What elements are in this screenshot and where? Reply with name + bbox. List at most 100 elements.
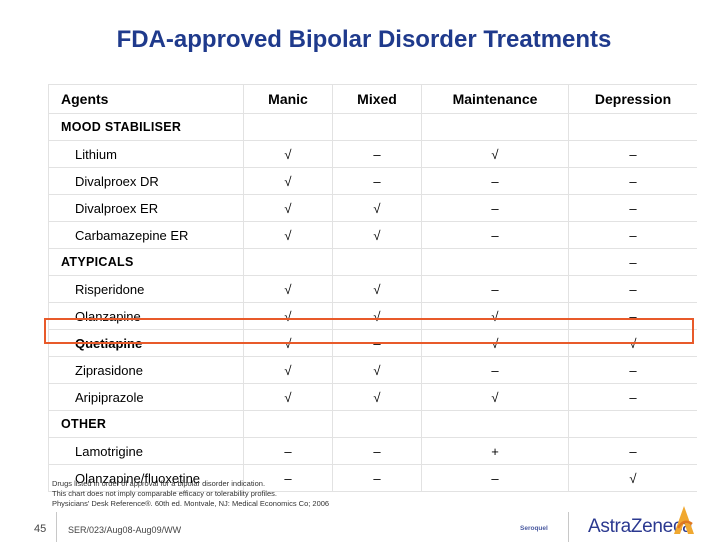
slide-number: 45 (34, 523, 47, 535)
table-header-row: Agents Manic Mixed Maintenance Depressio… (48, 84, 697, 114)
indication-cell: √ (243, 194, 333, 222)
indication-cell (421, 410, 569, 438)
indication-cell: – (421, 275, 569, 303)
indication-cell: √ (332, 194, 422, 222)
row-label-text: Divalproex DR (75, 173, 159, 189)
agent-row: Olanzapine/fluoxetine – – – √ (48, 464, 697, 492)
agent-label: Carbamazepine ER (48, 221, 244, 249)
indication-cell: √ (332, 221, 422, 249)
indication-cell: √ (421, 140, 569, 168)
indication-cell (421, 113, 569, 141)
indication-cell: √ (243, 275, 333, 303)
indication-cell (568, 410, 697, 438)
group-row: MOOD STABILISER (48, 113, 697, 141)
indication-cell: – (332, 140, 422, 168)
astrazeneca-logo: AstraZeneca (588, 516, 693, 537)
row-label-text: Risperidone (75, 281, 145, 297)
row-label-text: Olanzapine/fluoxetine (75, 470, 201, 486)
indication-cell (332, 113, 422, 141)
indication-cell: – (568, 167, 697, 195)
indication-cell: – (421, 221, 569, 249)
indication-cell (568, 113, 697, 141)
indication-cell: √ (332, 356, 422, 384)
agent-row: Lithium √ – √ – (48, 140, 697, 168)
indication-cell: – (243, 437, 333, 465)
indication-cell: – (568, 275, 697, 303)
agent-label: Divalproex DR (48, 167, 244, 195)
indication-cell (243, 248, 333, 276)
indication-cell: – (568, 140, 697, 168)
header-agents: Agents (48, 84, 244, 114)
indication-cell: √ (243, 167, 333, 195)
agent-row: Carbamazepine ER √ √ – – (48, 221, 697, 249)
agent-row: Divalproex ER √ √ – – (48, 194, 697, 222)
indication-cell: √ (421, 383, 569, 411)
row-label-text: MOOD STABILISER (61, 120, 182, 134)
agent-label: Olanzapine/fluoxetine (48, 464, 244, 492)
astrazeneca-mark-icon (674, 506, 694, 534)
indication-cell (243, 113, 333, 141)
indication-cell: – (568, 248, 697, 276)
indication-cell: – (568, 437, 697, 465)
indication-cell: √ (243, 221, 333, 249)
indication-cell (243, 410, 333, 438)
indication-cell: √ (243, 383, 333, 411)
agent-row: Aripiprazole √ √ √ – (48, 383, 697, 411)
indication-cell (332, 248, 422, 276)
footnote-line: Physicians' Desk Reference®. 60th ed. Mo… (52, 499, 330, 508)
indication-cell: √ (243, 356, 333, 384)
group-label: ATYPICALS (48, 248, 244, 276)
agent-label: Risperidone (48, 275, 244, 303)
header-manic: Manic (243, 84, 333, 114)
indication-cell: + (421, 437, 569, 465)
indication-cell: – (568, 302, 697, 330)
indication-cell: √ (243, 302, 333, 330)
indication-cell: – (243, 464, 333, 492)
indication-cell: √ (568, 464, 697, 492)
agent-row: Ziprasidone √ √ – – (48, 356, 697, 384)
footnote-line: Drugs listed in order of approval for a … (52, 479, 266, 488)
row-label-text: Lamotrigine (75, 443, 143, 459)
agent-label: Lamotrigine (48, 437, 244, 465)
indication-cell: – (332, 167, 422, 195)
indication-cell: √ (332, 383, 422, 411)
header-maintenance: Maintenance (421, 84, 569, 114)
agent-row: Lamotrigine – – + – (48, 437, 697, 465)
treatment-table: Agents Manic Mixed Maintenance Depressio… (48, 84, 697, 492)
group-label: OTHER (48, 410, 244, 438)
group-label: MOOD STABILISER (48, 113, 244, 141)
agent-row: Olanzapine √ √ √ – (48, 302, 697, 330)
agent-row: Risperidone √ √ – – (48, 275, 697, 303)
indication-cell: – (568, 221, 697, 249)
row-label-text: Ziprasidone (75, 362, 143, 378)
header-mixed: Mixed (332, 84, 422, 114)
indication-cell: – (332, 464, 422, 492)
row-label-text: OTHER (61, 417, 107, 431)
row-label-text: Lithium (75, 146, 117, 162)
indication-cell: – (568, 356, 697, 384)
footer-code: SER/023/Aug08-Aug09/WW (68, 525, 182, 535)
agent-label: Lithium (48, 140, 244, 168)
indication-cell: √ (332, 275, 422, 303)
footnotes: Drugs listed in order of approval for a … (52, 479, 329, 509)
indication-cell: – (421, 194, 569, 222)
indication-cell: – (421, 464, 569, 492)
indication-cell: – (421, 167, 569, 195)
agent-label: Aripiprazole (48, 383, 244, 411)
agent-label: Divalproex ER (48, 194, 244, 222)
indication-cell (421, 248, 569, 276)
row-label-text: Aripiprazole (75, 389, 144, 405)
agent-label: Ziprasidone (48, 356, 244, 384)
header-depression: Depression (568, 84, 697, 114)
footnote-line: This chart does not imply comparable eff… (52, 489, 277, 498)
indication-cell: – (332, 437, 422, 465)
indication-cell (332, 410, 422, 438)
indication-cell: √ (243, 140, 333, 168)
logo-divider (568, 512, 569, 542)
group-row: OTHER (48, 410, 697, 438)
row-label-text: Divalproex ER (75, 200, 159, 216)
indication-cell: – (568, 194, 697, 222)
quetiapine-highlight-box (44, 318, 694, 344)
indication-cell: – (568, 383, 697, 411)
footer-divider (56, 512, 57, 542)
